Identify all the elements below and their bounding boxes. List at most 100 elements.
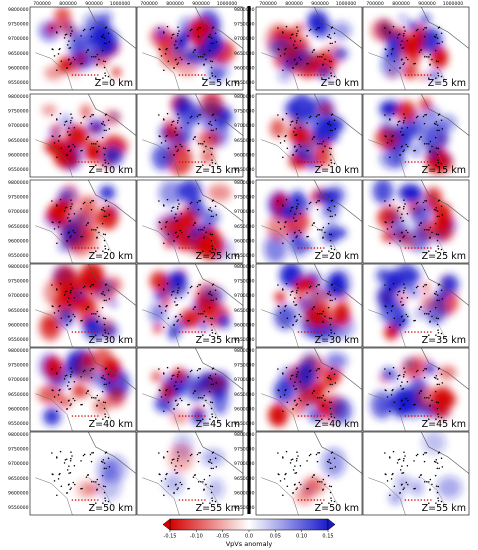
left-panel-8: Z=40 km <box>29 347 137 432</box>
x-tick-label: 1000000 <box>217 1 238 7</box>
y-tick-label: 9800000 <box>8 264 29 270</box>
y-tick-label: 9750000 <box>8 279 29 285</box>
left-panel-5: Z=25 km <box>136 179 244 264</box>
panel-frame <box>255 347 363 432</box>
y-tick-label: 9550000 <box>234 421 255 427</box>
anomaly-field <box>75 455 127 500</box>
x-tick-label: 900000 <box>192 1 210 7</box>
y-tick-label: 9550000 <box>8 80 29 86</box>
y-tick-label: 9650000 <box>234 224 255 230</box>
left-panel-9: Z=45 km <box>136 347 244 432</box>
y-tick-label: 9650000 <box>234 138 255 144</box>
anomaly-field <box>269 94 345 170</box>
x-tick-label: 800000 <box>166 1 184 7</box>
seismic-stations <box>384 450 444 504</box>
depth-label: Z=35 km <box>422 335 466 346</box>
y-tick-label: 9600000 <box>8 238 29 244</box>
left-panel-1: Z=5 km <box>136 6 244 91</box>
right-panel-11: Z=55 km <box>362 431 470 516</box>
panel-frame <box>136 263 244 348</box>
depth-slice-panels: Z=0 km Z=5 km Z=10 km Z=15 km Z=20 km Z=25 km… <box>29 6 470 516</box>
anomaly-field <box>274 264 355 341</box>
y-tick-label: 9800000 <box>234 264 255 270</box>
anomaly-field <box>268 351 352 427</box>
y-tick-label: 9700000 <box>8 377 29 383</box>
y-tick-label: 9650000 <box>8 476 29 482</box>
seismic-stations <box>158 366 218 420</box>
y-tick-label: 9550000 <box>8 421 29 427</box>
y-tick-label: 9750000 <box>234 447 255 453</box>
panel-frame <box>136 179 244 264</box>
y-tick-label: 9550000 <box>234 167 255 173</box>
y-tick-label: 9650000 <box>234 51 255 57</box>
depth-label: Z=25 km <box>196 251 240 262</box>
seismic-stations <box>51 282 111 336</box>
right-panel-10: Z=50 km <box>255 431 363 516</box>
panel-frame <box>362 179 470 264</box>
anomaly-field <box>39 264 122 341</box>
y-tick-label: 9800000 <box>8 432 29 438</box>
panel-frame <box>136 347 244 432</box>
anomaly-field <box>150 9 235 81</box>
right-panel-1: Z=5 km <box>362 6 470 91</box>
seismic-stations <box>158 112 218 166</box>
y-tick-label: 9750000 <box>234 22 255 28</box>
x-tick-label: 700000 <box>366 1 384 7</box>
y-tick-label: 9600000 <box>234 238 255 244</box>
y-tick-label: 9550000 <box>8 337 29 343</box>
left-panel-10: Z=50 km <box>29 431 137 516</box>
y-tick-label: 9550000 <box>234 337 255 343</box>
y-tick-label: 9800000 <box>8 7 29 13</box>
depth-label: Z=5 km <box>202 78 240 89</box>
right-panel-4: Z=20 km <box>255 179 363 264</box>
seismic-stations <box>158 25 218 79</box>
y-tick-label: 9800000 <box>8 94 29 100</box>
seismic-stations <box>158 198 218 252</box>
right-panel-7: Z=35 km <box>362 263 470 348</box>
y-tick-label: 9650000 <box>234 476 255 482</box>
x-tick-label: 800000 <box>285 1 303 7</box>
depth-label: Z=15 km <box>422 165 466 176</box>
seismic-stations <box>277 25 337 79</box>
y-tick-label: 9600000 <box>8 65 29 71</box>
y-tick-label: 9550000 <box>8 505 29 511</box>
anomaly-field <box>149 269 231 340</box>
y-tick-label: 9750000 <box>234 279 255 285</box>
panel-frame <box>255 431 363 516</box>
right-panel-6: Z=30 km <box>255 263 363 348</box>
anomaly-field <box>156 180 233 261</box>
panel-frame <box>29 93 137 178</box>
x-tick-label: 1000000 <box>336 1 357 7</box>
y-tick-label: 9600000 <box>234 406 255 412</box>
y-tick-label: 9700000 <box>234 377 255 383</box>
depth-label: Z=50 km <box>89 503 133 514</box>
panel-frame <box>29 347 137 432</box>
left-panel-0: Z=0 km <box>29 6 137 91</box>
anomaly-field <box>163 433 225 500</box>
y-tick-label: 9700000 <box>8 36 29 42</box>
seismic-stations <box>277 282 337 336</box>
y-tick-label: 9800000 <box>234 180 255 186</box>
colorbar-ticks: -0.15 -0.10 -0.05 0.0 0.05 0.10 0.15 <box>164 530 334 540</box>
panel-frame <box>362 93 470 178</box>
y-tick-label: 9550000 <box>8 167 29 173</box>
y-tick-label: 9550000 <box>234 253 255 259</box>
seismic-stations <box>384 112 444 166</box>
y-tick-label: 9750000 <box>234 109 255 115</box>
seismic-stations <box>158 282 218 336</box>
right-panel-9: Z=45 km <box>362 347 470 432</box>
x-tick-label: 1000000 <box>443 1 464 7</box>
left-panel-7: Z=35 km <box>136 263 244 348</box>
panel-frame <box>362 263 470 348</box>
x-tick-label: 900000 <box>311 1 329 7</box>
y-tick-label: 9650000 <box>8 308 29 314</box>
colorbar-tick-label: -0.05 <box>216 534 229 540</box>
y-tick-label: 9800000 <box>234 348 255 354</box>
depth-label: Z=10 km <box>315 165 359 176</box>
seismic-stations <box>51 366 111 420</box>
y-tick-label: 9800000 <box>234 7 255 13</box>
y-tick-label: 9650000 <box>8 392 29 398</box>
seismic-stations <box>277 198 337 252</box>
depth-label: Z=40 km <box>315 419 359 430</box>
